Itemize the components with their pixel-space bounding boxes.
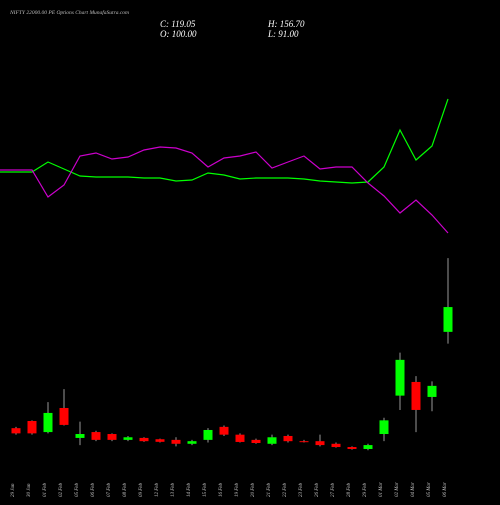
x-tick-label: 29 Jan [11, 483, 16, 497]
candle-body [75, 434, 85, 438]
candle-body [427, 385, 437, 397]
x-tick-label: 06 Mar [443, 482, 448, 497]
line-series [0, 146, 449, 234]
high-label: H: 156.70 [267, 19, 305, 29]
candle-body [219, 426, 229, 435]
x-tick-label: 01 Feb [43, 482, 48, 497]
x-tick-label: 12 Feb [155, 482, 160, 497]
x-tick-label: 02 Mar [395, 482, 400, 497]
candle-body [395, 359, 405, 396]
x-tick-label: 05 Feb [75, 482, 80, 497]
candle-body [139, 437, 149, 442]
x-tick-label: 30 Jan [27, 483, 32, 497]
candle-body [283, 435, 293, 442]
x-tick-label: 27 Feb [331, 482, 336, 497]
candle-body [171, 439, 181, 444]
x-tick-label: 22 Feb [283, 482, 288, 497]
candle-body [27, 421, 37, 434]
chart-title: NIFTY 22000.00 PE Options Chart MunafaSu… [9, 9, 129, 16]
candle-body [123, 437, 133, 440]
x-tick-label: 07 Feb [107, 482, 112, 497]
x-tick-label: 13 Feb [171, 482, 176, 497]
line-series [0, 98, 449, 184]
candle-body [299, 441, 309, 443]
x-tick-label: 14 Feb [187, 482, 192, 497]
candle-body [411, 381, 421, 410]
open-label: O: 100.00 [160, 29, 197, 39]
x-tick-label: 20 Feb [251, 482, 256, 497]
x-tick-label: 15 Feb [203, 482, 208, 497]
candle-body [379, 420, 389, 435]
candle-body [251, 439, 261, 443]
low-label: L: 91.00 [267, 29, 299, 39]
x-tick-label: 01 Mar [379, 482, 384, 497]
x-tick-label: 28 Feb [347, 482, 352, 497]
x-tick-label: 08 Feb [123, 482, 128, 497]
x-tick-label: 09 Feb [139, 482, 144, 497]
candle-body [443, 307, 453, 332]
x-tick-label: 23 Feb [299, 482, 304, 497]
candle-body [363, 445, 373, 449]
x-tick-label: 29 Feb [363, 482, 368, 497]
candle-body [59, 407, 69, 425]
candle-body [203, 429, 213, 440]
candle-body [235, 434, 245, 442]
candle-body [11, 428, 21, 434]
candle-body [91, 432, 101, 440]
x-tick-label: 02 Feb [59, 482, 64, 497]
candle-body [187, 441, 197, 444]
x-tick-label: 06 Feb [91, 482, 96, 497]
candle-body [267, 437, 277, 444]
x-tick-label: 19 Feb [235, 482, 240, 497]
x-tick-label: 04 Mar [411, 482, 416, 497]
x-tick-label: 21 Feb [267, 482, 272, 497]
candle-body [315, 441, 325, 446]
x-tick-label: 26 Feb [315, 482, 320, 497]
candle-body [331, 443, 341, 448]
x-tick-label: 16 Feb [219, 482, 224, 497]
candle-body [347, 447, 357, 449]
candle-body [155, 439, 165, 442]
x-tick-label: 05 Mar [427, 482, 432, 497]
candle-body [107, 434, 117, 440]
candle-body [43, 412, 53, 433]
close-label: C: 119.05 [160, 19, 196, 29]
